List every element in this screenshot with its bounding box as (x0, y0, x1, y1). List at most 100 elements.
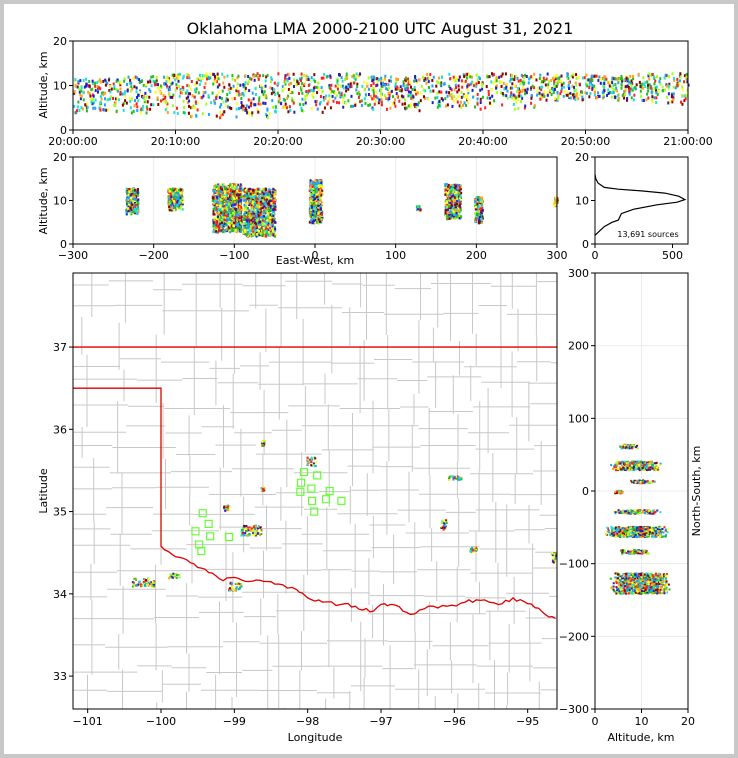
time-height-source (628, 90, 631, 94)
time-height-source (350, 94, 353, 98)
time-height-source (448, 85, 451, 89)
time-height-source (487, 92, 490, 96)
east-west-source (236, 183, 239, 187)
time-height-source (214, 79, 217, 83)
east-west-source (260, 203, 263, 206)
time-height-source (358, 72, 361, 76)
east-west-source (213, 202, 216, 205)
time-height-source (150, 84, 153, 88)
time-height-source (312, 86, 315, 90)
time-height-source (581, 76, 584, 80)
east-west-source (220, 183, 223, 186)
time-height-source (99, 95, 102, 99)
east-west-source (218, 224, 221, 228)
east-west-source (246, 232, 249, 236)
time-height-source (410, 96, 413, 100)
east-west-source (240, 228, 243, 232)
county-line (73, 280, 557, 291)
time-height-source (535, 78, 538, 82)
east-west-source (262, 198, 265, 201)
east-west-source (250, 188, 253, 191)
time-height-source (510, 91, 513, 95)
east-west-source (258, 187, 261, 191)
time-height-sources (73, 72, 690, 120)
time-height-source (404, 102, 407, 106)
east-west-xtick-label: 100 (385, 249, 406, 262)
time-height-source (283, 98, 286, 102)
time-height-source (405, 87, 408, 91)
time-height-source (510, 86, 513, 90)
time-height-source (182, 74, 185, 78)
time-height-source (592, 84, 595, 88)
county-line (73, 465, 557, 475)
time-height-source (201, 112, 204, 116)
east-west-source (445, 211, 448, 215)
east-west-source (262, 188, 265, 191)
east-west-source (248, 209, 251, 212)
east-west-source (212, 189, 215, 192)
time-height-source (566, 74, 569, 78)
east-west-source (222, 192, 225, 196)
time-height-source (467, 101, 470, 105)
time-height-source (407, 77, 410, 81)
east-west-sources (125, 178, 559, 238)
time-height-source (656, 93, 659, 97)
east-west-source (226, 196, 229, 200)
east-west-source (256, 227, 259, 230)
east-west-source (313, 193, 316, 196)
east-west-source (318, 190, 321, 193)
east-west-source (456, 194, 459, 198)
time-height-source (384, 96, 387, 100)
time-height-source (73, 91, 76, 95)
time-height-source (157, 83, 160, 87)
east-west-source (169, 194, 172, 197)
time-height-source (448, 72, 451, 76)
time-height-source (436, 105, 439, 109)
east-west-source (217, 212, 220, 215)
time-height-source (250, 77, 253, 81)
time-height-source (380, 81, 383, 85)
time-height-source (547, 83, 550, 87)
east-west-source (476, 202, 479, 206)
east-west-source (458, 197, 461, 200)
time-height-source (538, 91, 541, 95)
time-height-source (577, 75, 580, 79)
east-west-source (479, 215, 482, 218)
time-height-source (104, 83, 107, 87)
east-west-source (179, 207, 182, 210)
time-height-source (338, 91, 341, 95)
time-height-source (664, 88, 667, 92)
time-height-source (264, 112, 267, 116)
time-height-source (103, 103, 106, 107)
east-west-source (170, 200, 173, 204)
time-height-source (639, 84, 642, 88)
time-height-source (462, 93, 465, 97)
east-west-source (270, 233, 273, 236)
east-west-source (226, 187, 229, 190)
east-west-source (181, 202, 184, 206)
time-height-source (98, 86, 101, 90)
east-west-source (455, 208, 458, 211)
time-height-source (427, 80, 430, 84)
east-west-source (179, 195, 182, 199)
time-height-source (274, 105, 277, 109)
county-line (73, 304, 557, 315)
east-west-source (264, 204, 267, 208)
east-west-source (229, 197, 232, 201)
east-west-source (232, 221, 235, 224)
time-height-source (345, 72, 348, 76)
time-height-source (509, 79, 512, 83)
time-height-source (678, 82, 681, 86)
time-height-source (621, 79, 624, 83)
east-west-source (259, 220, 262, 224)
east-west-source (130, 187, 133, 191)
east-west-source (229, 211, 232, 214)
east-west-source (245, 231, 248, 235)
east-west-source (221, 213, 224, 216)
east-west-source (444, 208, 447, 212)
east-west-source (236, 204, 239, 207)
time-height-source (642, 83, 645, 87)
time-height-source (165, 106, 168, 110)
time-height-source (311, 93, 314, 97)
time-height-xtick-label: 20:10:00 (151, 135, 200, 148)
